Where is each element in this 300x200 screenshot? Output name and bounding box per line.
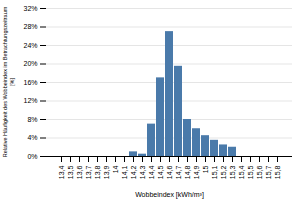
svg-text:4%: 4% <box>27 134 37 141</box>
svg-text:14,3: 14,3 <box>139 165 146 179</box>
svg-text:15,4: 15,4 <box>238 165 245 179</box>
svg-text:15,7: 15,7 <box>265 165 272 179</box>
svg-text:14: 14 <box>112 165 119 173</box>
svg-text:12%: 12% <box>23 97 37 104</box>
svg-text:24%: 24% <box>23 42 37 49</box>
svg-text:20%: 20% <box>23 60 37 67</box>
svg-text:13,7: 13,7 <box>85 165 92 179</box>
svg-text:13,5: 13,5 <box>67 165 74 179</box>
svg-text:28%: 28% <box>23 23 37 30</box>
svg-text:14,7: 14,7 <box>175 165 182 179</box>
svg-text:15: 15 <box>202 165 209 173</box>
svg-text:14,2: 14,2 <box>130 165 137 179</box>
svg-text:13,4: 13,4 <box>58 165 65 179</box>
svg-text:14,8: 14,8 <box>184 165 191 179</box>
svg-text:0%: 0% <box>27 153 37 160</box>
svg-text:Relative Häufigkeit des Wobbei: Relative Häufigkeit des Wobbeindex im Be… <box>2 6 15 157</box>
svg-text:32%: 32% <box>23 5 37 12</box>
svg-text:14,9: 14,9 <box>193 165 200 179</box>
svg-text:14,6: 14,6 <box>166 165 173 179</box>
svg-text:13,8: 13,8 <box>94 165 101 179</box>
svg-text:15,8: 15,8 <box>274 165 281 179</box>
svg-text:14,5: 14,5 <box>157 165 164 179</box>
svg-text:15,2: 15,2 <box>220 165 227 179</box>
svg-text:16%: 16% <box>23 79 37 86</box>
svg-text:14,4: 14,4 <box>148 165 155 179</box>
svg-text:Wobbeindex [kWh/m³]: Wobbeindex [kWh/m³] <box>135 191 204 199</box>
svg-text:15,3: 15,3 <box>229 165 236 179</box>
svg-text:13,9: 13,9 <box>103 165 110 179</box>
svg-text:15,1: 15,1 <box>211 165 218 179</box>
svg-text:15,5: 15,5 <box>247 165 254 179</box>
svg-text:13,6: 13,6 <box>76 165 83 179</box>
svg-text:14,1: 14,1 <box>121 165 128 179</box>
svg-text:8%: 8% <box>27 116 37 123</box>
svg-text:15,6: 15,6 <box>256 165 263 179</box>
